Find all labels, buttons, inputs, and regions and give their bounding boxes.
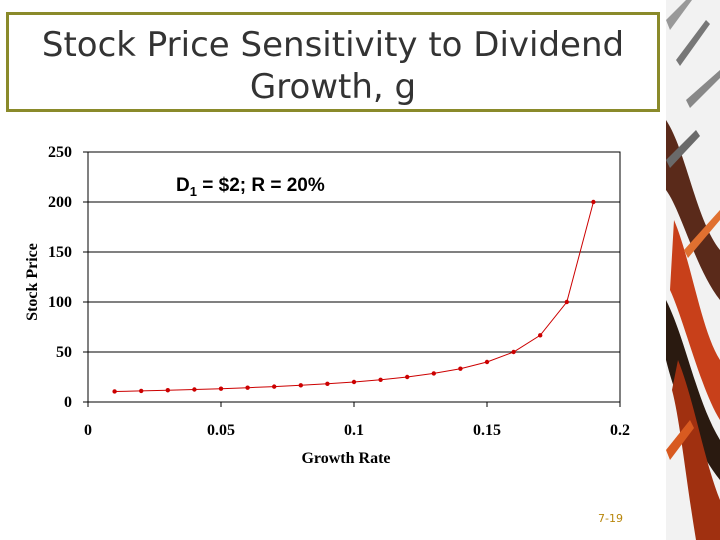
y-tick-labels: 0 50 100 150 200 250 [48,144,72,411]
data-point-11 [405,374,410,380]
y-tick-label-2: 100 [48,294,72,311]
grid-layer [83,151,621,407]
decorative-side-art [666,0,720,540]
series-points [112,199,596,394]
title-box: Stock Price Sensitivity to Dividend Grow… [6,12,660,112]
annotation-prefix: D [176,175,190,196]
data-point-2 [165,388,170,393]
data-point-14 [484,359,490,365]
data-point-0 [112,389,117,394]
data-point-12 [431,371,436,376]
data-point-5 [245,385,250,390]
series-line [114,201,594,392]
data-point-1 [139,388,144,394]
data-point-17 [564,299,569,305]
plot-frame [87,151,621,403]
data-point-6 [272,384,277,389]
y-axis-label: Stock Price [24,243,41,321]
x-axis-label: Growth Rate [301,450,390,467]
data-point-9 [351,379,357,385]
annotation-subscript: 1 [190,184,197,199]
data-point-15 [511,349,516,355]
data-point-13 [458,366,463,371]
slide-title-line-2: Growth, g [249,67,417,107]
x-tick-label-1: 0.05 [207,422,235,439]
slide-title-line-1: Stock Price Sensitivity to Dividend [41,25,625,65]
x-tick-label-4: 0.2 [610,422,630,439]
y-tick-label-1: 50 [56,344,72,361]
data-point-8 [325,381,330,387]
x-tick-label-0: 0 [84,422,92,439]
y-tick-label-4: 200 [48,194,72,211]
data-point-18 [591,199,596,205]
chart-annotation: D1 = $2; R = 20% [176,175,325,199]
x-tick-labels: 0 0.05 0.1 0.15 0.2 [84,422,630,439]
data-point-4 [218,386,224,391]
page-number: 7-19 [598,512,623,525]
y-tick-label-0: 0 [64,394,72,411]
y-tick-label-5: 250 [48,144,72,161]
annotation-suffix: = $2; R = 20% [197,175,325,196]
data-point-16 [538,333,543,338]
x-tick-label-3: 0.15 [473,422,501,439]
y-tick-label-3: 150 [48,244,72,261]
x-tick-label-2: 0.1 [344,422,364,439]
data-point-10 [378,377,383,382]
data-point-3 [192,387,197,392]
stock-price-chart: 0 50 100 150 200 250 0 0.05 0.1 0.15 0.2 Stock Pr… [24,144,630,467]
data-point-7 [298,383,303,388]
